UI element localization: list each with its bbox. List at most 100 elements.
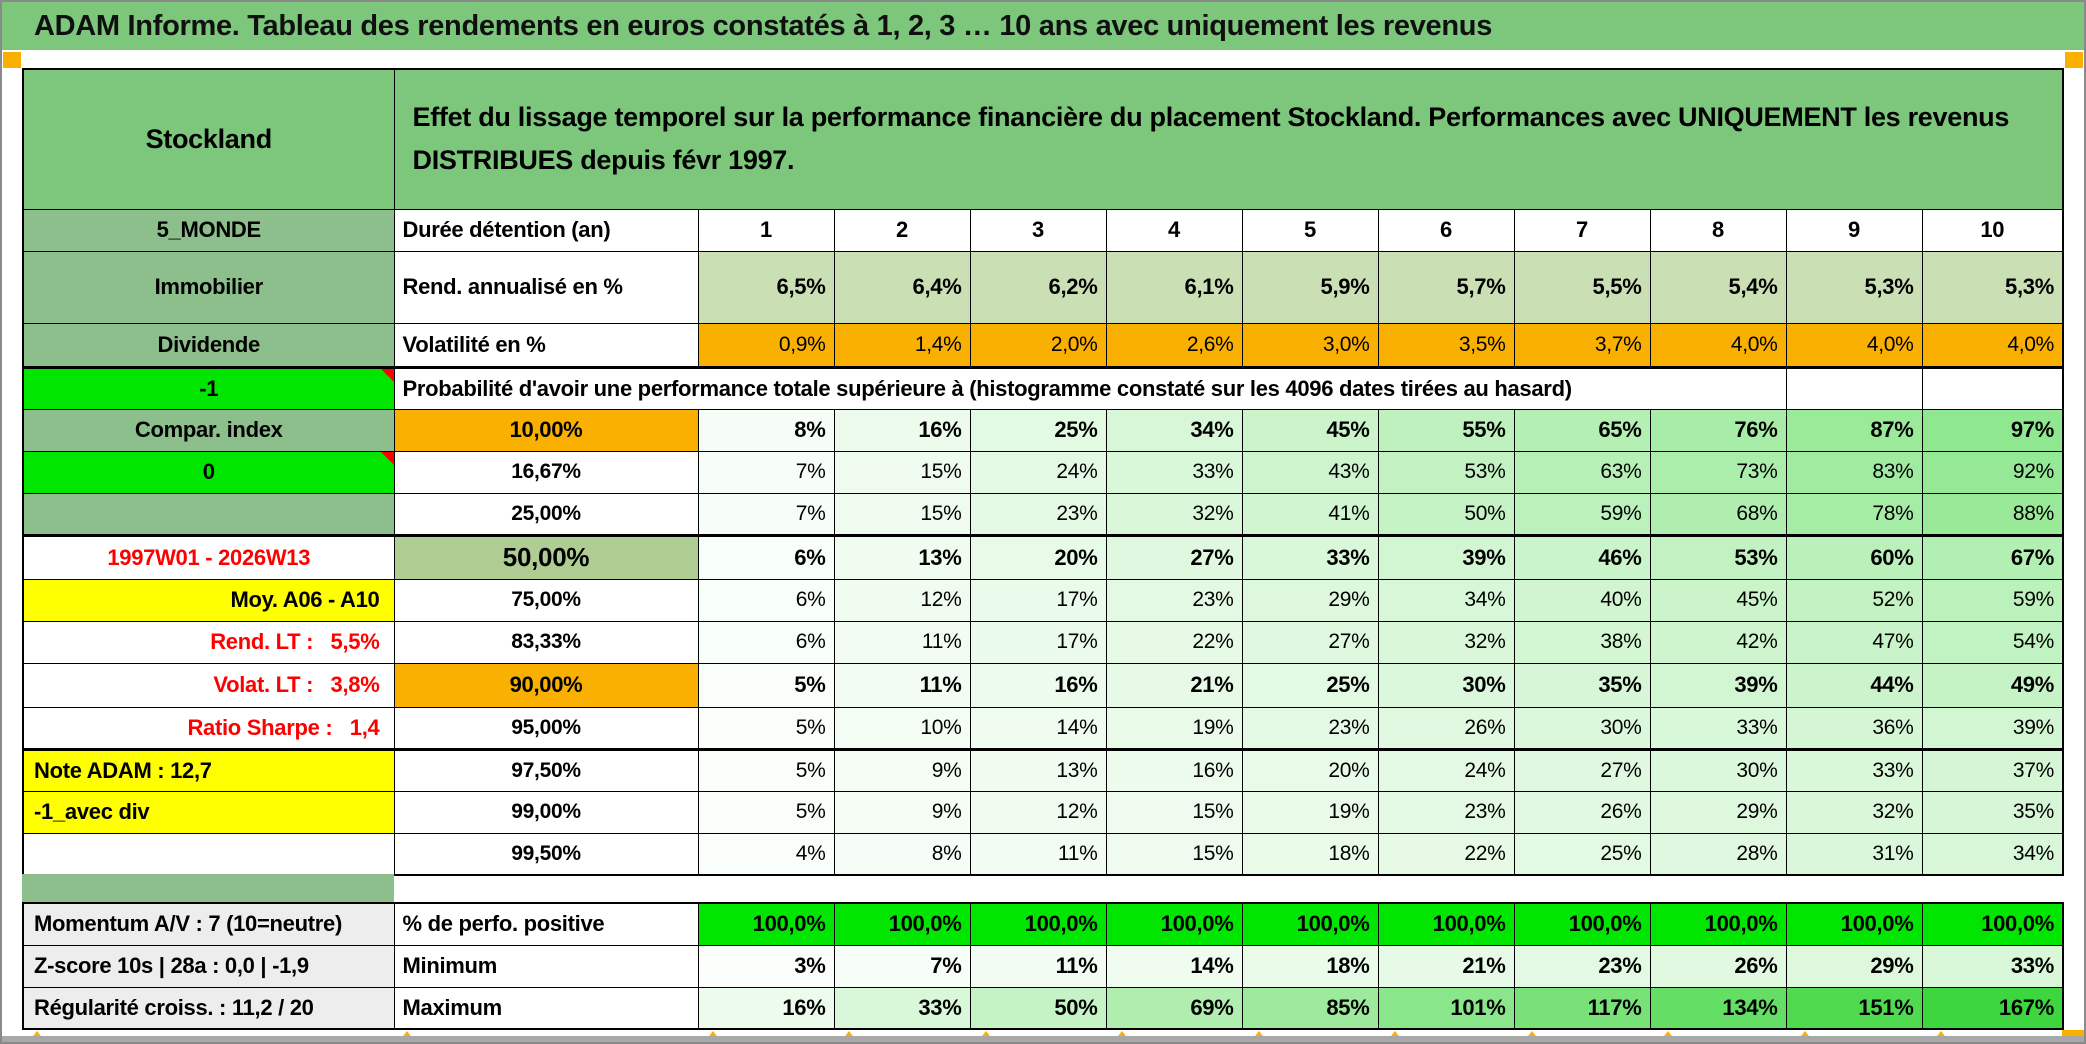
row-label-cell[interactable]: Rend. LT : 5,5% bbox=[22, 620, 395, 664]
row-label-cell[interactable] bbox=[22, 832, 395, 876]
stat-value-cell[interactable]: 100,0% bbox=[1105, 902, 1243, 946]
probability-value-cell[interactable]: 30% bbox=[1377, 662, 1515, 708]
stat-value-cell[interactable]: 100,0% bbox=[1785, 902, 1923, 946]
probability-value-cell[interactable]: 5% bbox=[697, 662, 835, 708]
probability-value-cell[interactable]: 12% bbox=[833, 578, 971, 622]
probability-value-cell[interactable]: 88% bbox=[1921, 492, 2064, 537]
probability-value-cell[interactable]: 16% bbox=[1105, 748, 1243, 792]
probability-value-cell[interactable]: 11% bbox=[833, 662, 971, 708]
stat-value-cell[interactable]: 100,0% bbox=[833, 902, 971, 946]
probability-value-cell[interactable]: 26% bbox=[1513, 790, 1651, 834]
probability-value-cell[interactable]: 24% bbox=[1377, 748, 1515, 792]
rend-value-cell[interactable]: 5,7% bbox=[1377, 250, 1515, 324]
probability-value-cell[interactable]: 25% bbox=[1513, 832, 1651, 876]
probability-value-cell[interactable]: 59% bbox=[1921, 578, 2064, 622]
probability-value-cell[interactable]: 32% bbox=[1785, 790, 1923, 834]
stat-value-cell[interactable]: 101% bbox=[1377, 986, 1515, 1030]
probability-value-cell[interactable]: 14% bbox=[969, 706, 1107, 751]
threshold-cell[interactable]: 99,00% bbox=[393, 790, 699, 834]
probability-value-cell[interactable]: 39% bbox=[1649, 662, 1787, 708]
probability-value-cell[interactable]: 43% bbox=[1241, 450, 1379, 494]
duration-header-cell[interactable]: 7 bbox=[1513, 208, 1651, 252]
threshold-cell[interactable]: 83,33% bbox=[393, 620, 699, 664]
duration-header-cell[interactable]: 9 bbox=[1785, 208, 1923, 252]
probability-value-cell[interactable]: 13% bbox=[833, 534, 971, 580]
row-label-cell[interactable]: -1_avec div bbox=[22, 790, 395, 834]
probability-value-cell[interactable]: 7% bbox=[697, 450, 835, 494]
row-label-cell[interactable]: Compar. index bbox=[22, 408, 395, 452]
probability-value-cell[interactable]: 9% bbox=[833, 748, 971, 792]
row-label-cell[interactable]: 0 bbox=[22, 450, 395, 494]
probability-value-cell[interactable]: 20% bbox=[1241, 748, 1379, 792]
volat-value-cell[interactable]: 2,6% bbox=[1105, 322, 1243, 369]
stat-value-cell[interactable]: 100,0% bbox=[1921, 902, 2064, 946]
probability-value-cell[interactable]: 5% bbox=[697, 748, 835, 792]
probability-value-cell[interactable]: 63% bbox=[1513, 450, 1651, 494]
row-label-cell[interactable]: 1997W01 - 2026W13 bbox=[22, 534, 395, 580]
volat-value-cell[interactable]: 4,0% bbox=[1649, 322, 1787, 369]
probability-value-cell[interactable]: 27% bbox=[1513, 748, 1651, 792]
probability-value-cell[interactable]: 45% bbox=[1241, 408, 1379, 452]
probability-value-cell[interactable]: 15% bbox=[1105, 790, 1243, 834]
row-label-cell[interactable]: Volat. LT : 3,8% bbox=[22, 662, 395, 708]
threshold-cell[interactable]: 90,00% bbox=[393, 662, 699, 708]
volat-value-cell[interactable]: 4,0% bbox=[1785, 322, 1923, 369]
duration-header-cell[interactable]: 6 bbox=[1377, 208, 1515, 252]
probability-value-cell[interactable]: 52% bbox=[1785, 578, 1923, 622]
probability-value-cell[interactable]: 22% bbox=[1377, 832, 1515, 876]
probability-value-cell[interactable]: 60% bbox=[1785, 534, 1923, 580]
probability-value-cell[interactable]: 76% bbox=[1649, 408, 1787, 452]
probability-value-cell[interactable]: 28% bbox=[1649, 832, 1787, 876]
probability-value-cell[interactable]: 34% bbox=[1105, 408, 1243, 452]
probability-value-cell[interactable]: 83% bbox=[1785, 450, 1923, 494]
threshold-cell[interactable]: 95,00% bbox=[393, 706, 699, 751]
row-label-cell[interactable] bbox=[22, 492, 395, 537]
stat-value-cell[interactable]: 33% bbox=[1921, 944, 2064, 988]
probability-value-cell[interactable]: 25% bbox=[969, 408, 1107, 452]
duration-header-cell[interactable]: 10 bbox=[1921, 208, 2064, 252]
probability-value-cell[interactable]: 39% bbox=[1921, 706, 2064, 751]
probability-value-cell[interactable]: 33% bbox=[1785, 748, 1923, 792]
threshold-cell[interactable]: 99,50% bbox=[393, 832, 699, 876]
probability-value-cell[interactable]: 53% bbox=[1377, 450, 1515, 494]
probability-value-cell[interactable]: 68% bbox=[1649, 492, 1787, 537]
indicator-label-cell[interactable]: Momentum A/V : 7 (10=neutre) bbox=[22, 902, 395, 946]
probability-value-cell[interactable]: 97% bbox=[1921, 408, 2064, 452]
probability-value-cell[interactable]: 54% bbox=[1921, 620, 2064, 664]
probability-value-cell[interactable]: 18% bbox=[1241, 832, 1379, 876]
stat-value-cell[interactable]: 14% bbox=[1105, 944, 1243, 988]
probability-value-cell[interactable]: 23% bbox=[1377, 790, 1515, 834]
probability-value-cell[interactable]: 32% bbox=[1105, 492, 1243, 537]
volat-value-cell[interactable]: 0,9% bbox=[697, 322, 835, 369]
probability-value-cell[interactable]: 78% bbox=[1785, 492, 1923, 537]
rend-value-cell[interactable]: 6,1% bbox=[1105, 250, 1243, 324]
threshold-cell[interactable]: 50,00% bbox=[393, 534, 699, 580]
stat-value-cell[interactable]: 151% bbox=[1785, 986, 1923, 1030]
probability-value-cell[interactable]: 31% bbox=[1785, 832, 1923, 876]
volat-value-cell[interactable]: 3,7% bbox=[1513, 322, 1651, 369]
duration-label-cell[interactable]: Durée détention (an) bbox=[393, 208, 699, 252]
probability-value-cell[interactable]: 8% bbox=[833, 832, 971, 876]
probability-value-cell[interactable]: 27% bbox=[1105, 534, 1243, 580]
stat-value-cell[interactable]: 100,0% bbox=[1513, 902, 1651, 946]
probability-value-cell[interactable]: 73% bbox=[1649, 450, 1787, 494]
duration-header-cell[interactable]: 2 bbox=[833, 208, 971, 252]
probability-value-cell[interactable]: 9% bbox=[833, 790, 971, 834]
probability-value-cell[interactable]: 41% bbox=[1241, 492, 1379, 537]
volat-label-cell[interactable]: Volatilité en % bbox=[393, 322, 699, 369]
probability-value-cell[interactable]: 23% bbox=[969, 492, 1107, 537]
threshold-cell[interactable]: 16,67% bbox=[393, 450, 699, 494]
probability-value-cell[interactable]: 44% bbox=[1785, 662, 1923, 708]
rend-value-cell[interactable]: 5,3% bbox=[1921, 250, 2064, 324]
rend-value-cell[interactable]: 5,4% bbox=[1649, 250, 1787, 324]
probability-value-cell[interactable]: 19% bbox=[1105, 706, 1243, 751]
probability-value-cell[interactable]: 11% bbox=[833, 620, 971, 664]
probability-value-cell[interactable]: 6% bbox=[697, 620, 835, 664]
probability-value-cell[interactable]: 16% bbox=[833, 408, 971, 452]
stat-value-cell[interactable]: 167% bbox=[1921, 986, 2064, 1030]
probability-value-cell[interactable]: 15% bbox=[833, 492, 971, 537]
probability-value-cell[interactable]: 26% bbox=[1377, 706, 1515, 751]
stat-label-cell[interactable]: Minimum bbox=[393, 944, 699, 988]
probability-value-cell[interactable]: 16% bbox=[969, 662, 1107, 708]
probability-value-cell[interactable]: 53% bbox=[1649, 534, 1787, 580]
